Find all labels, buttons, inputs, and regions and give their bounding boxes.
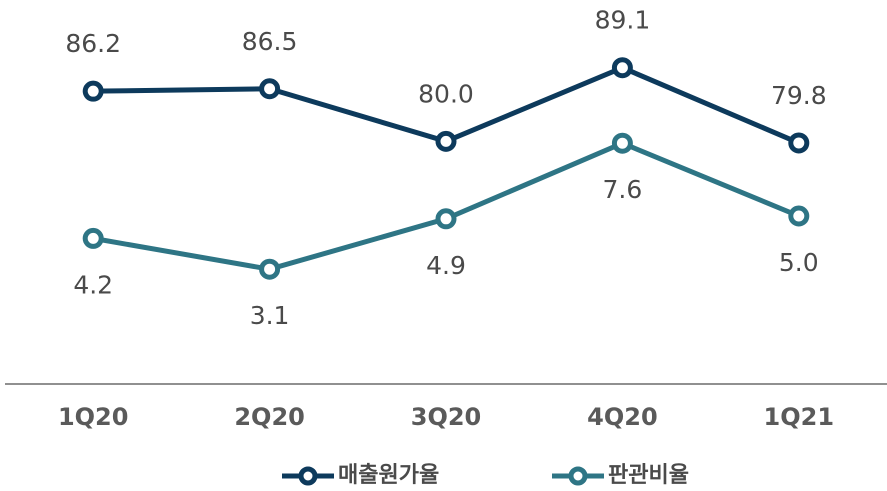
legend-label: 판관비율 — [608, 463, 689, 488]
point — [611, 132, 633, 154]
point — [259, 78, 281, 100]
point — [259, 258, 281, 280]
point — [435, 130, 457, 152]
data-label: 79.8 — [771, 81, 827, 110]
data-label: 3.1 — [250, 301, 290, 330]
x-tick-label: 1Q20 — [58, 403, 129, 431]
point — [611, 57, 633, 79]
point — [788, 132, 810, 154]
x-tick-label: 1Q21 — [764, 403, 835, 431]
data-label: 86.2 — [65, 29, 121, 58]
data-label: 4.9 — [426, 251, 466, 280]
legend-marker — [298, 466, 318, 486]
point — [788, 205, 810, 227]
point — [82, 80, 104, 102]
x-tick-label: 2Q20 — [234, 403, 305, 431]
data-label: 5.0 — [779, 248, 819, 277]
x-tick-label: 3Q20 — [411, 403, 482, 431]
data-label: 4.2 — [73, 270, 113, 299]
x-tick-label: 4Q20 — [587, 403, 658, 431]
data-label: 80.0 — [418, 79, 474, 108]
data-label: 89.1 — [595, 6, 651, 35]
point — [435, 208, 457, 230]
legend-label: 매출원가율 — [338, 463, 439, 488]
data-label: 7.6 — [603, 175, 643, 204]
point — [82, 227, 104, 249]
legend-marker — [568, 466, 588, 486]
data-label: 86.5 — [242, 27, 298, 56]
